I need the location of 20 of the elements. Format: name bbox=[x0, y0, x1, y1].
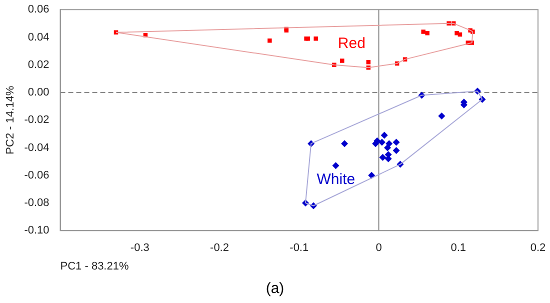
y-tick-label: -0.02 bbox=[24, 114, 50, 126]
y-axis-title: PC2 - 14.14% bbox=[4, 86, 17, 154]
y-tick-label: 0.04 bbox=[28, 31, 50, 44]
x-tick-label: -0.2 bbox=[210, 242, 229, 254]
x-tick-label: -0.1 bbox=[290, 242, 309, 254]
text: (a) bbox=[264, 279, 286, 299]
y-tick-label: 0.06 bbox=[28, 4, 50, 16]
y-tick-label: -0.10 bbox=[24, 224, 50, 237]
x-tick-label: 0.2 bbox=[530, 242, 546, 254]
y-tick-label: 0.00 bbox=[28, 86, 50, 99]
series-label: White bbox=[316, 170, 356, 188]
y-tick-label: -0.06 bbox=[24, 169, 50, 182]
x-axis-title: PC1 - 83.21% bbox=[60, 260, 129, 272]
y-tick-label: -0.04 bbox=[24, 142, 50, 154]
y-tick-label: 0.02 bbox=[28, 58, 50, 71]
x-tick-label: -0.3 bbox=[130, 242, 150, 254]
x-tick-label: 0.1 bbox=[450, 242, 466, 254]
x-tick-label: 0 bbox=[376, 242, 382, 254]
series-label: Red bbox=[338, 34, 366, 52]
y-tick-label: -0.08 bbox=[24, 197, 50, 210]
